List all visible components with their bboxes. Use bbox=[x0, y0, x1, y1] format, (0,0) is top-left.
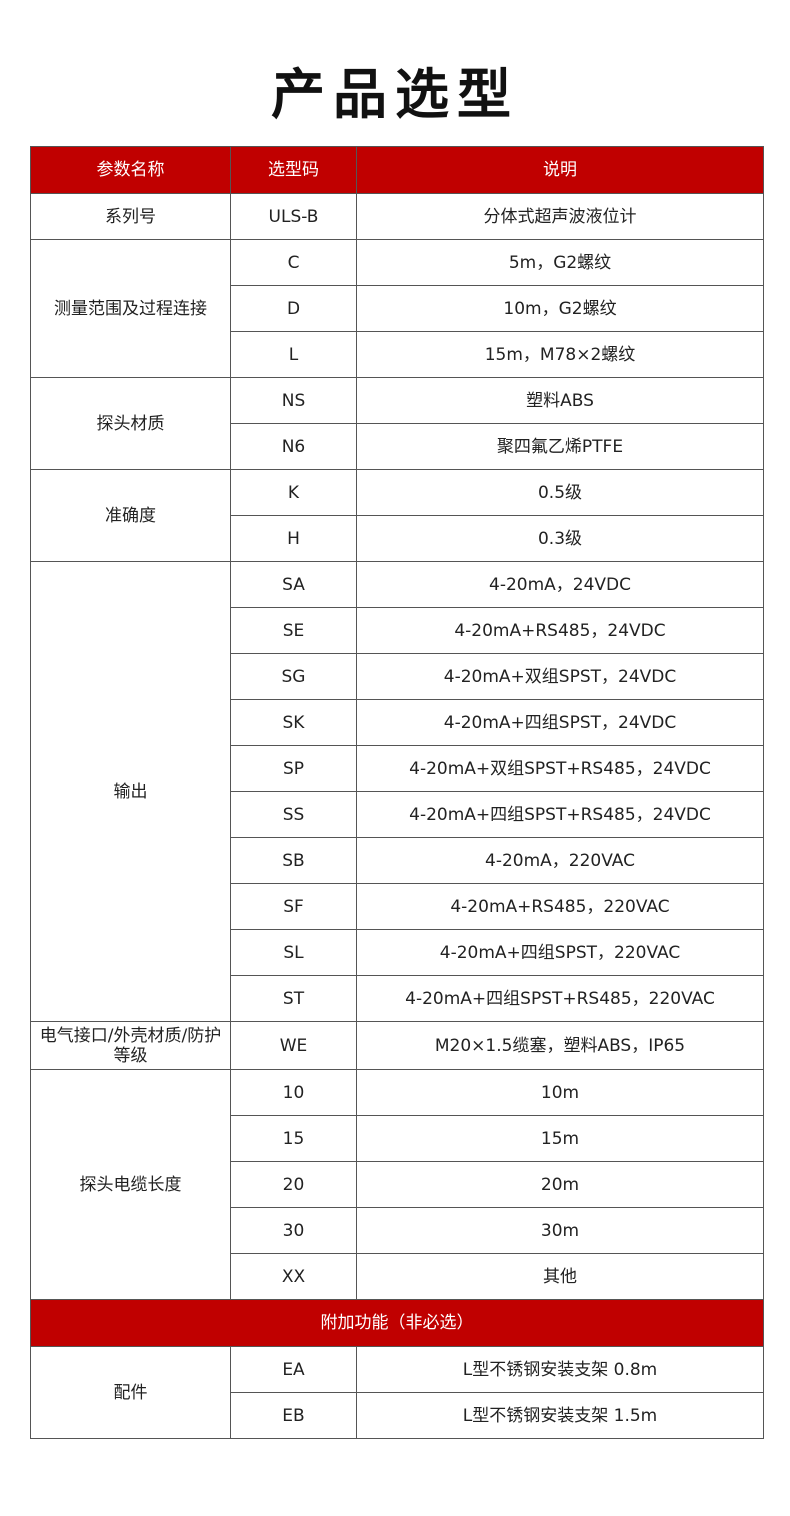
table-row: SG 4-20mA+双组SPST，24VDC bbox=[31, 653, 764, 700]
selection-code: K bbox=[230, 469, 357, 516]
table-row: SK 4-20mA+四组SPST，24VDC bbox=[31, 699, 764, 746]
description: 20m bbox=[356, 1161, 764, 1208]
selection-code: SE bbox=[230, 607, 357, 654]
selection-code: NS bbox=[230, 377, 357, 424]
table-row: 电气接口/外壳材质/防护等级 WE M20×1.5缆塞，塑料ABS，IP65 bbox=[30, 1021, 764, 1070]
selection-code: SL bbox=[230, 929, 357, 976]
param-name: 电气接口/外壳材质/防护等级 bbox=[30, 1021, 231, 1070]
header-param: 参数名称 bbox=[30, 146, 231, 194]
selection-code: EB bbox=[230, 1392, 357, 1439]
description: 10m bbox=[356, 1069, 764, 1116]
description: 0.5级 bbox=[356, 469, 764, 516]
section-header: 附加功能（非必选） bbox=[30, 1299, 764, 1347]
description: 5m，G2螺纹 bbox=[356, 239, 764, 286]
table-row: SE 4-20mA+RS485，24VDC bbox=[31, 607, 764, 654]
description: 聚四氟乙烯PTFE bbox=[356, 423, 764, 470]
param-name: 配件 bbox=[30, 1346, 231, 1439]
description: 15m bbox=[356, 1115, 764, 1162]
selection-code: SG bbox=[230, 653, 357, 700]
selection-code: XX bbox=[230, 1253, 357, 1300]
description: 4-20mA，220VAC bbox=[356, 837, 764, 884]
selection-code: ULS-B bbox=[230, 193, 357, 240]
selection-code: 15 bbox=[230, 1115, 357, 1162]
selection-code: L bbox=[230, 331, 357, 378]
selection-code: 10 bbox=[230, 1069, 357, 1116]
description: 4-20mA+RS485，220VAC bbox=[356, 883, 764, 930]
table-row: SL 4-20mA+四组SPST，220VAC bbox=[31, 929, 764, 976]
table-row: 探头电缆长度 10 10m bbox=[30, 1069, 764, 1300]
table-row: 配件 EA L型不锈钢安装支架 0.8m bbox=[30, 1346, 764, 1439]
selection-table: 参数名称 选型码 说明 系列号 ULS-B 分体式超声波液位计 测量范围及过程连接 C 5… bbox=[30, 146, 764, 1439]
description: 塑料ABS bbox=[356, 377, 764, 424]
table-row: H 0.3级 bbox=[31, 515, 764, 562]
table-row: SS 4-20mA+四组SPST+RS485，24VDC bbox=[31, 791, 764, 838]
selection-code: SF bbox=[230, 883, 357, 930]
description: L型不锈钢安装支架 1.5m bbox=[356, 1392, 764, 1439]
param-name: 测量范围及过程连接 bbox=[30, 239, 231, 378]
selection-code: SK bbox=[230, 699, 357, 746]
table-row: 探头材质 NS 塑料ABS bbox=[30, 377, 764, 470]
selection-code: 30 bbox=[230, 1207, 357, 1254]
description: 其他 bbox=[356, 1253, 764, 1300]
description: 4-20mA+四组SPST，24VDC bbox=[356, 699, 764, 746]
table-row: 准确度 K 0.5级 bbox=[30, 469, 764, 562]
selection-code: H bbox=[230, 515, 357, 562]
table-row: 20 20m bbox=[31, 1161, 764, 1208]
table-header: 参数名称 选型码 说明 bbox=[30, 146, 764, 194]
description: 30m bbox=[356, 1207, 764, 1254]
selection-code: SS bbox=[230, 791, 357, 838]
selection-code: ST bbox=[230, 975, 357, 1022]
selection-code: SA bbox=[230, 561, 357, 608]
selection-code: SP bbox=[230, 745, 357, 792]
table-row: D 10m，G2螺纹 bbox=[31, 285, 764, 332]
table-row: 系列号 ULS-B 分体式超声波液位计 bbox=[30, 193, 764, 240]
description: 4-20mA+四组SPST，220VAC bbox=[356, 929, 764, 976]
table-row: 测量范围及过程连接 C 5m，G2螺纹 bbox=[30, 239, 764, 378]
selection-code: SB bbox=[230, 837, 357, 884]
description: L型不锈钢安装支架 0.8m bbox=[356, 1346, 764, 1393]
description: 4-20mA+双组SPST，24VDC bbox=[356, 653, 764, 700]
header-code: 选型码 bbox=[230, 146, 357, 194]
description: 15m，M78×2螺纹 bbox=[356, 331, 764, 378]
selection-code: WE bbox=[230, 1021, 357, 1070]
page-title: 产品选型 bbox=[271, 63, 519, 126]
param-name: 准确度 bbox=[30, 469, 231, 562]
param-name: 探头电缆长度 bbox=[30, 1069, 231, 1300]
description: 4-20mA+双组SPST+RS485，24VDC bbox=[356, 745, 764, 792]
selection-code: C bbox=[230, 239, 357, 286]
description: 分体式超声波液位计 bbox=[356, 193, 764, 240]
description: 4-20mA+RS485，24VDC bbox=[356, 607, 764, 654]
param-name: 探头材质 bbox=[30, 377, 231, 470]
selection-code: 20 bbox=[230, 1161, 357, 1208]
selection-code: D bbox=[230, 285, 357, 332]
param-name: 系列号 bbox=[30, 193, 231, 240]
description: 4-20mA+四组SPST+RS485，24VDC bbox=[356, 791, 764, 838]
selection-code: N6 bbox=[230, 423, 357, 470]
table-row: 输出 SA 4-20mA，24VDC bbox=[30, 561, 764, 1022]
description: M20×1.5缆塞，塑料ABS，IP65 bbox=[356, 1021, 764, 1070]
table-row: EB L型不锈钢安装支架 1.5m bbox=[31, 1392, 764, 1439]
header-desc: 说明 bbox=[356, 146, 764, 194]
table-row: N6 聚四氟乙烯PTFE bbox=[31, 423, 764, 470]
description: 4-20mA，24VDC bbox=[356, 561, 764, 608]
table-row: SB 4-20mA，220VAC bbox=[31, 837, 764, 884]
description: 10m，G2螺纹 bbox=[356, 285, 764, 332]
param-name: 输出 bbox=[30, 561, 231, 1022]
description: 4-20mA+四组SPST+RS485，220VAC bbox=[356, 975, 764, 1022]
section-title: 附加功能（非必选） bbox=[30, 1299, 764, 1347]
description: 0.3级 bbox=[356, 515, 764, 562]
selection-code: EA bbox=[230, 1346, 357, 1393]
